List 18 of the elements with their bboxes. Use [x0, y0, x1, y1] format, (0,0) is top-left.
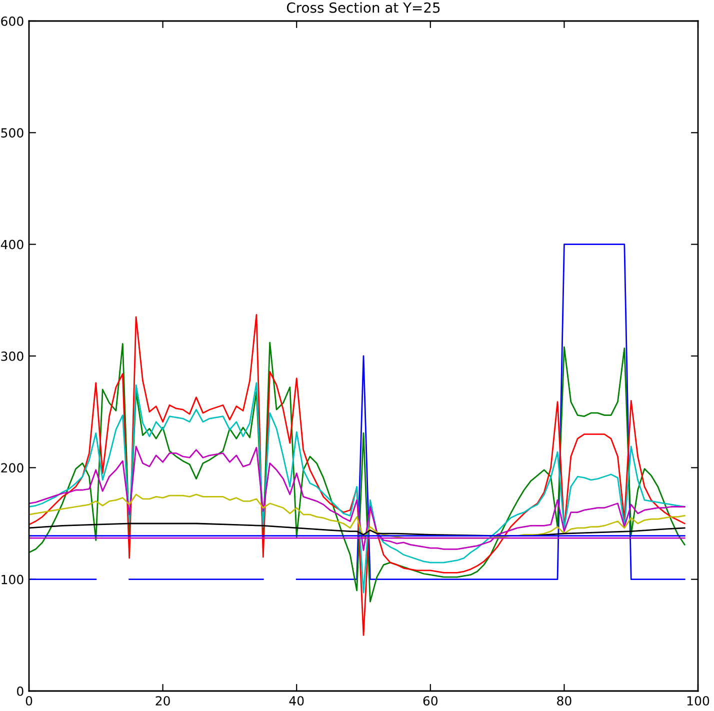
x-tick-label: 60 — [423, 696, 438, 706]
line-series — [29, 446, 686, 551]
x-tick-label: 40 — [289, 696, 304, 706]
y-tick-label: 200 — [1, 463, 24, 473]
x-tick-label: 0 — [26, 696, 32, 706]
y-tick-label: 0 — [17, 686, 24, 696]
y-tick-label: 600 — [1, 16, 24, 26]
y-tick-label: 300 — [1, 351, 24, 361]
x-tick-label: 20 — [156, 696, 170, 706]
x-tick-label: 100 — [687, 696, 710, 706]
x-tick-label: 80 — [557, 696, 572, 706]
chart-title: Cross Section at Y=25 — [286, 2, 440, 13]
y-tick-label: 100 — [2, 574, 24, 584]
y-tick-label: 400 — [0, 240, 24, 250]
line-series — [29, 314, 686, 636]
line-series — [29, 382, 686, 594]
y-tick-label: 500 — [1, 128, 24, 138]
line-series — [29, 342, 686, 602]
